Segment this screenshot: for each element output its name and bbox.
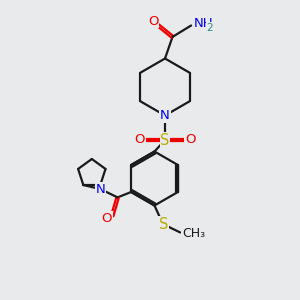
Text: 2: 2	[207, 23, 213, 33]
Text: O: O	[102, 212, 112, 225]
Text: NH: NH	[194, 17, 213, 31]
Text: O: O	[148, 15, 158, 28]
Text: CH₃: CH₃	[182, 226, 205, 240]
Text: O: O	[185, 133, 196, 146]
Text: S: S	[160, 133, 170, 148]
Text: O: O	[135, 133, 145, 146]
Text: N: N	[95, 182, 105, 196]
Text: S: S	[159, 217, 169, 232]
Text: N: N	[95, 182, 105, 196]
Text: N: N	[160, 109, 170, 122]
